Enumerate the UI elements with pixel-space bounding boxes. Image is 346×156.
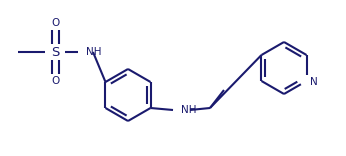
Text: N: N xyxy=(310,77,317,87)
Text: NH: NH xyxy=(86,47,101,57)
Text: O: O xyxy=(51,18,59,28)
Text: O: O xyxy=(51,76,59,86)
Text: NH: NH xyxy=(181,105,197,115)
Text: S: S xyxy=(51,46,59,58)
